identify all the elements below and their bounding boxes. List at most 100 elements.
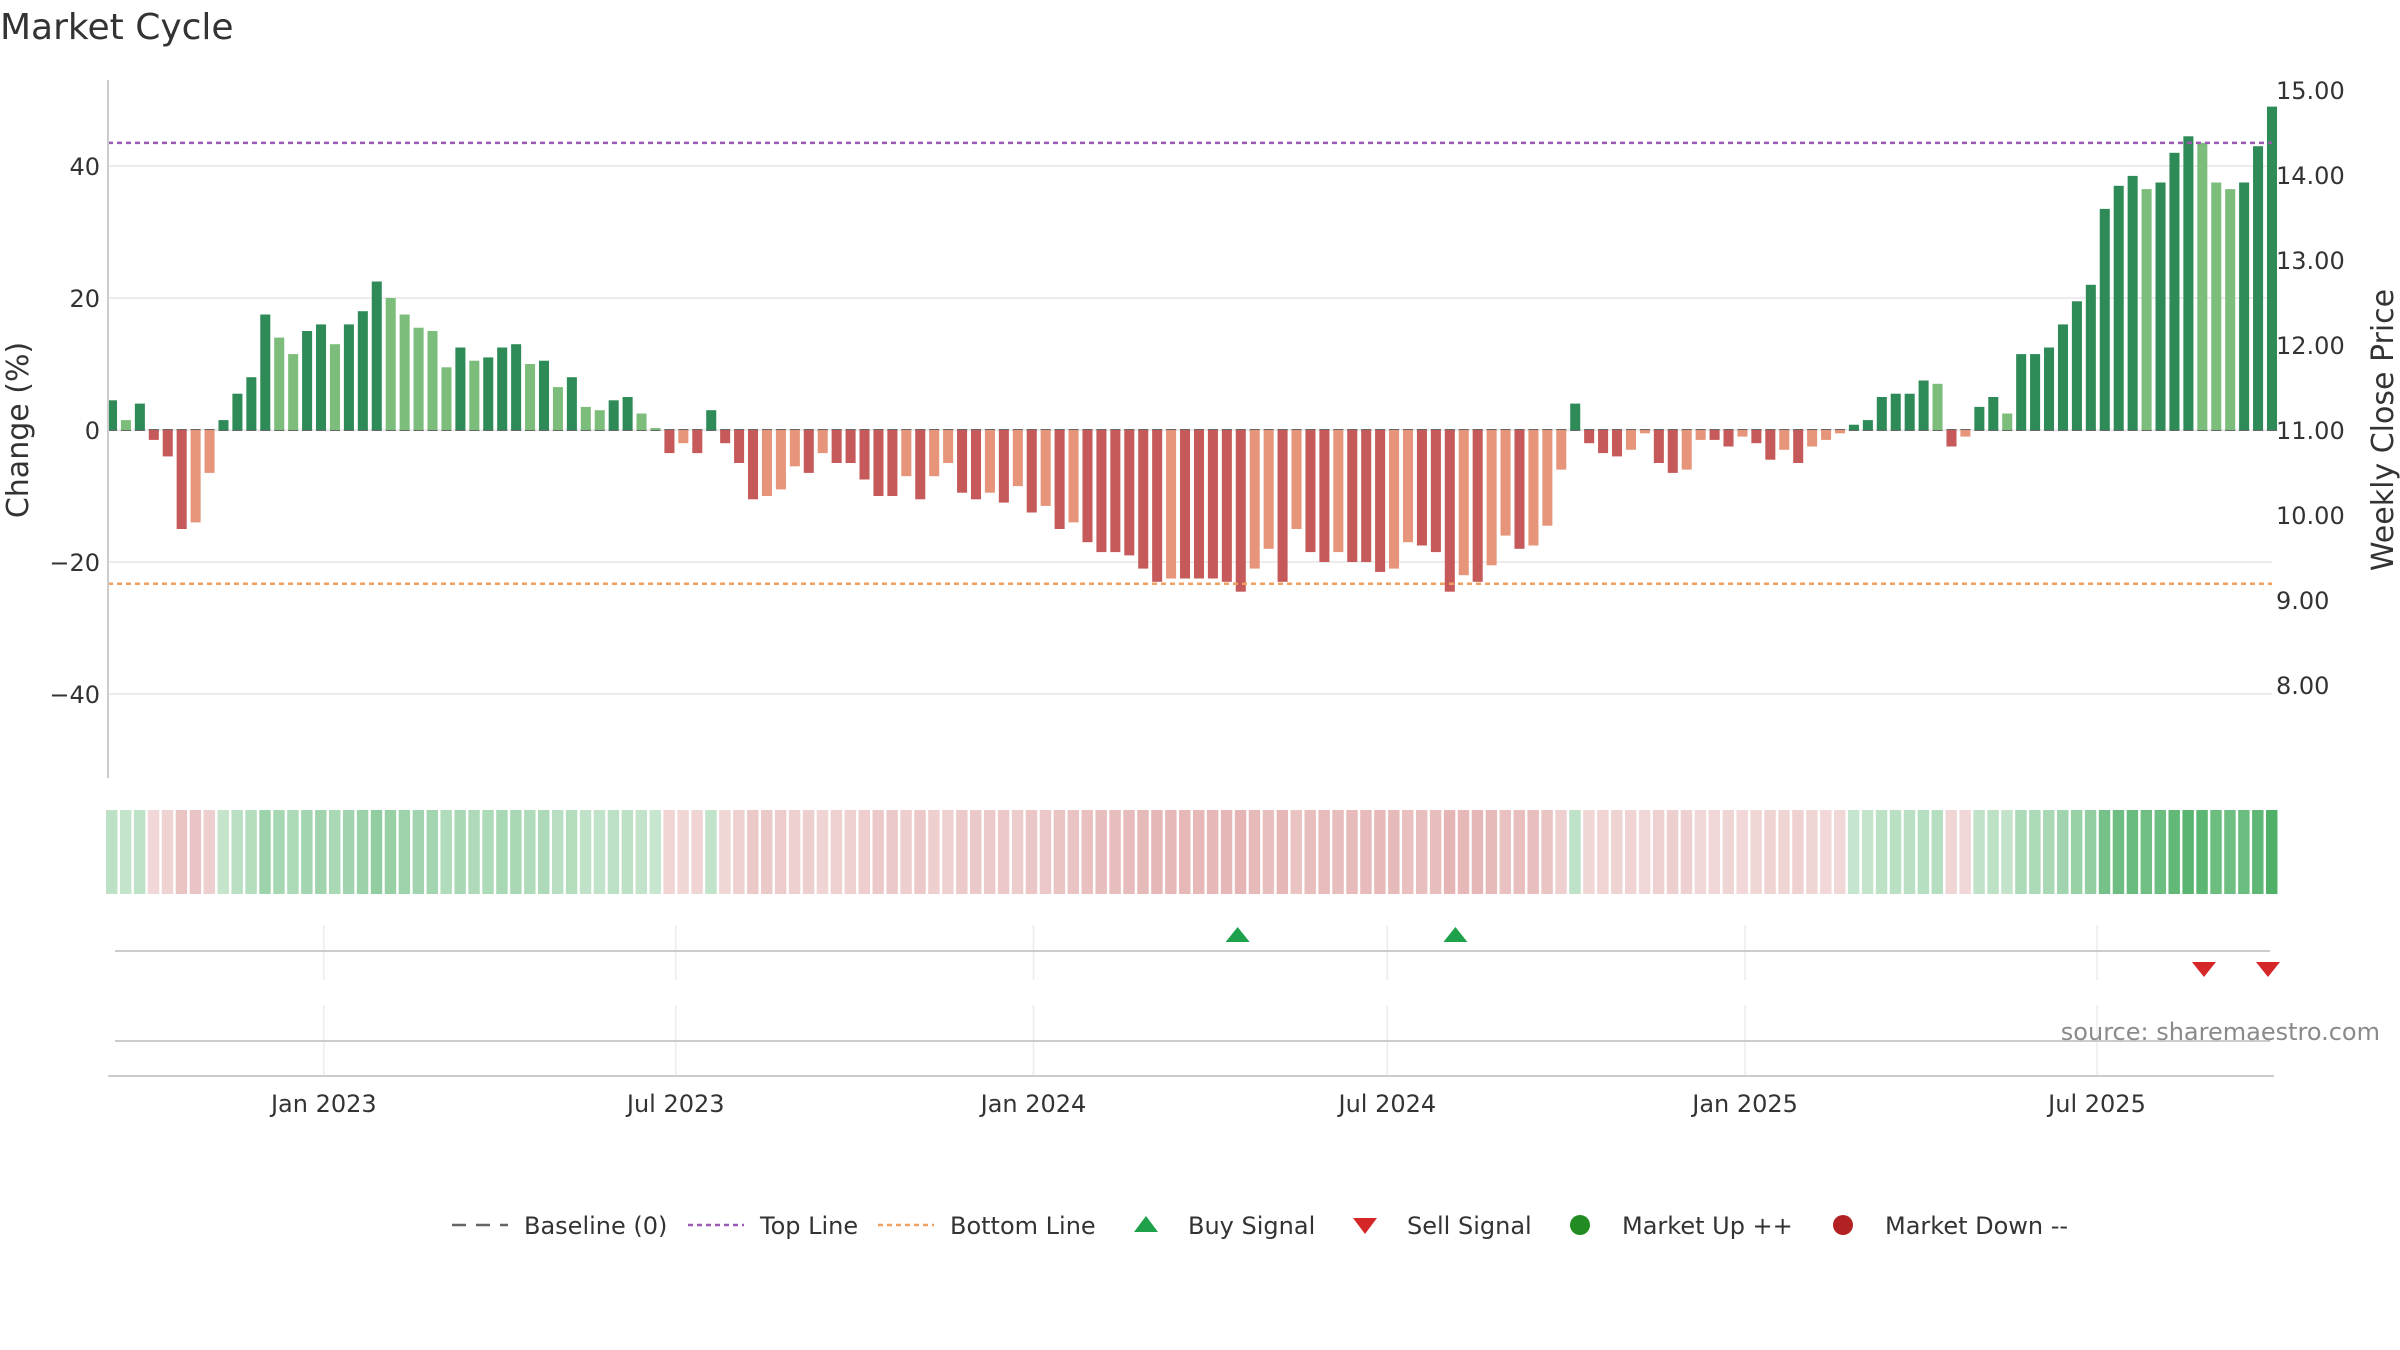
heat-cell <box>454 810 466 894</box>
change-bar <box>2266 106 2278 430</box>
heat-cell <box>1067 810 1080 894</box>
change-bar <box>357 311 368 430</box>
change-bar <box>984 430 995 493</box>
heat-cell <box>370 810 383 894</box>
change-bar <box>1249 430 1260 569</box>
change-bar <box>525 364 536 430</box>
change-bar <box>622 397 633 430</box>
heat-cell <box>691 810 703 894</box>
change-bar <box>789 430 800 467</box>
y2-tick-label: 9.00 <box>2276 587 2329 615</box>
heat-cell <box>287 810 299 894</box>
heat-cell <box>496 810 508 894</box>
heat-cell <box>1248 810 1261 894</box>
change-bar <box>162 430 173 457</box>
heat-cell <box>983 810 996 894</box>
heat-cell <box>1346 810 1358 894</box>
heat-cell <box>273 810 285 894</box>
heat-cell <box>830 810 843 894</box>
change-bar <box>1681 430 1692 470</box>
heat-cell <box>2001 810 2013 894</box>
y2-tick-label: 15.00 <box>2276 77 2345 105</box>
heat-cell <box>1555 810 1567 894</box>
heat-cell <box>844 810 857 894</box>
change-bar <box>817 430 828 454</box>
change-bar <box>1040 430 1051 506</box>
legend-item: Top Line <box>688 1212 858 1240</box>
change-bar <box>929 430 940 477</box>
y-axis-label: Change (%) <box>1 342 36 518</box>
heat-cell <box>1931 810 1944 894</box>
heat-cell <box>1806 810 1818 894</box>
change-bar <box>608 400 619 430</box>
heat-cell <box>1750 810 1762 894</box>
legend-item: Buy Signal <box>1134 1212 1315 1240</box>
change-bar <box>692 430 703 454</box>
heat-cell <box>1694 810 1707 894</box>
change-bar <box>1166 430 1177 579</box>
heat-cell <box>816 810 829 894</box>
heat-cell <box>2015 810 2027 894</box>
heat-cell <box>1708 810 1721 894</box>
change-bar <box>1389 430 1400 569</box>
heat-cell <box>217 810 229 894</box>
y2-tick-label: 11.00 <box>2276 417 2345 445</box>
change-bar <box>371 281 382 430</box>
change-bar <box>2085 284 2096 430</box>
change-bar <box>1416 430 1427 546</box>
heat-cell <box>1945 810 1957 894</box>
change-bar <box>552 387 563 430</box>
change-bar <box>1625 430 1636 450</box>
change-bar <box>1556 430 1567 470</box>
change-bar <box>1946 430 1957 447</box>
change-bar <box>1305 430 1316 553</box>
heat-cell <box>2238 810 2250 894</box>
x-tick-label: Jan 2024 <box>979 1090 1087 1118</box>
heat-cell <box>858 810 870 894</box>
heat-cell <box>1541 810 1553 894</box>
change-bar <box>1012 430 1023 487</box>
change-bar <box>1096 430 1107 553</box>
heat-cell <box>802 810 815 894</box>
change-bar <box>2071 301 2082 430</box>
x-tick-label: Jul 2025 <box>2046 1090 2146 1118</box>
heat-cell <box>1973 810 1985 894</box>
change-bar <box>1375 430 1386 572</box>
change-bar <box>1723 430 1734 447</box>
change-bar <box>943 430 954 463</box>
change-bar <box>120 420 131 430</box>
heat-cell <box>440 810 452 894</box>
heat-cell <box>1569 810 1581 894</box>
heat-cell <box>203 810 216 894</box>
heat-cell <box>1527 810 1539 894</box>
change-bar <box>998 430 1009 503</box>
legend-item: Market Up ++ <box>1570 1212 1793 1240</box>
heat-cell <box>1917 810 1930 894</box>
change-bar <box>1333 430 1344 553</box>
heat-cell <box>342 810 355 894</box>
change-bar <box>761 430 772 496</box>
heat-cell <box>147 810 160 894</box>
change-bar <box>1639 430 1650 434</box>
axes: 40 20 0 −20 −40 15.00 14.00 13.00 12.00 11.00 10.0… <box>49 77 2344 1118</box>
change-bar <box>2099 208 2110 430</box>
heat-cell <box>1792 810 1804 894</box>
change-bar <box>343 324 354 430</box>
heat-cell <box>2154 810 2166 894</box>
change-bar <box>441 367 452 430</box>
heat-cell <box>468 810 480 894</box>
heat-cell <box>872 810 884 894</box>
heat-cell <box>1374 810 1386 894</box>
heat-cell <box>2210 810 2222 894</box>
change-bar <box>873 430 884 496</box>
heat-cell <box>1987 810 1999 894</box>
heat-cell <box>2126 810 2139 894</box>
change-bar <box>1709 430 1720 440</box>
heat-cell <box>942 810 954 894</box>
heat-cell <box>1847 810 1860 894</box>
change-bar <box>511 344 522 430</box>
buy-signal-marker <box>1225 927 1250 942</box>
change-bar <box>1110 430 1121 553</box>
heat-cell <box>510 810 522 894</box>
